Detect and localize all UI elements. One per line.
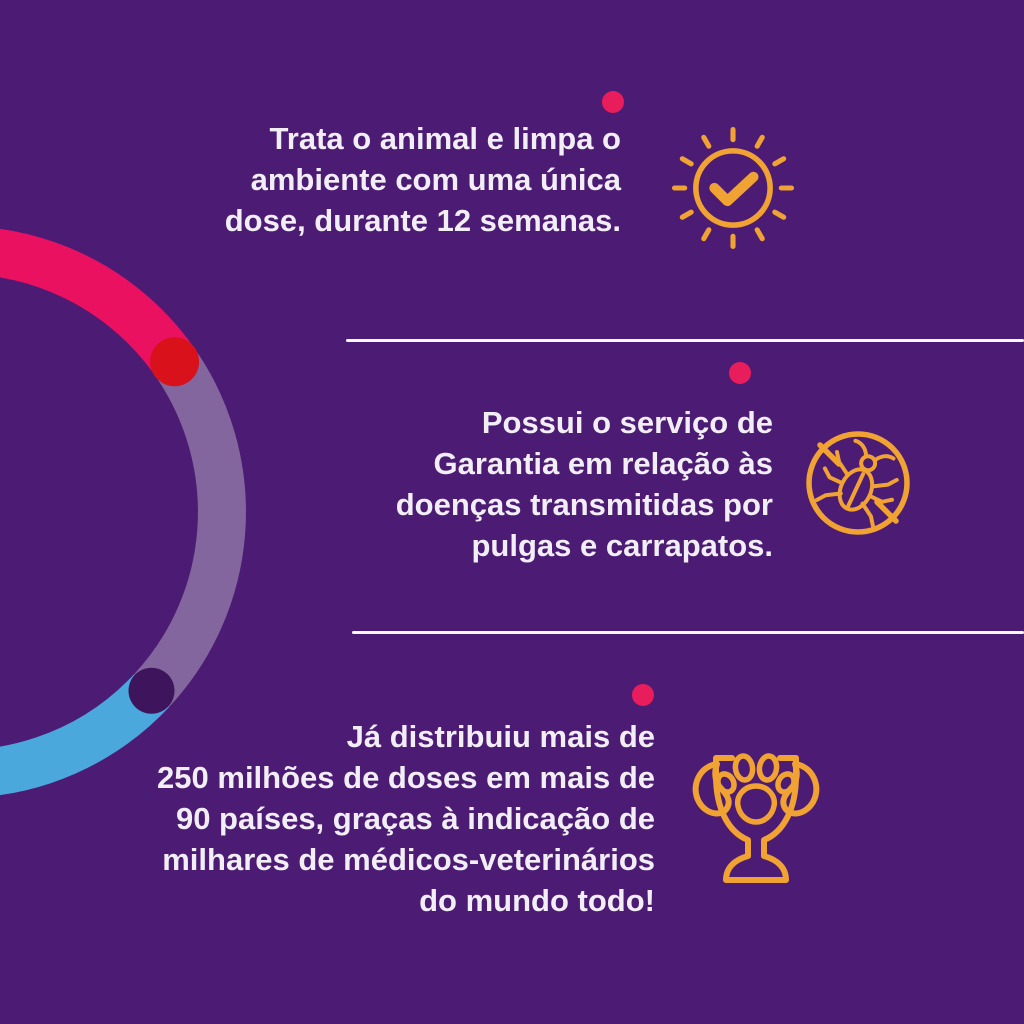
feature2-accent-dot xyxy=(729,362,751,384)
feature3-accent-dot xyxy=(632,684,654,706)
section-divider-2 xyxy=(352,631,1024,634)
feature1-accent-dot xyxy=(602,91,624,113)
trophy-paw-icon xyxy=(686,742,826,892)
feature3-text: Já distribuiu mais de 250 milhões de dose… xyxy=(157,719,655,918)
no-fleas-ticks-icon xyxy=(803,428,913,538)
section-divider-1 xyxy=(346,339,1024,342)
feature1-text: Trata o animal e limpa o ambiente com uma… xyxy=(224,121,621,238)
sun-check-icon xyxy=(668,123,798,253)
ring-junction-dark-dot xyxy=(128,667,175,714)
ring-segment-lavender xyxy=(133,347,246,708)
feature2-text: Possui o serviço de Garantia em relação à… xyxy=(395,405,773,563)
ring-segment-blue xyxy=(0,674,170,796)
ring-segment-pink xyxy=(0,228,195,376)
ring-junction-red-dot xyxy=(150,337,200,387)
